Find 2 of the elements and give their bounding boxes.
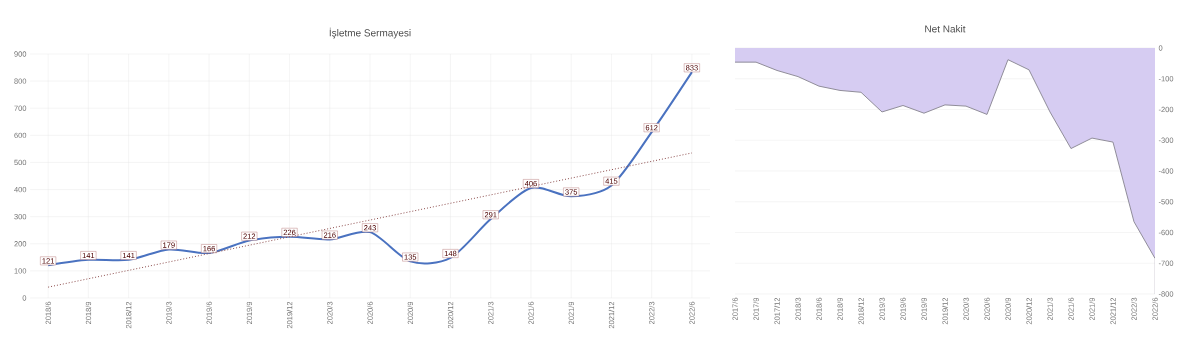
chart-title: İşletme Sermayesi bbox=[329, 27, 411, 39]
chart-title: Net Nakit bbox=[925, 25, 966, 33]
